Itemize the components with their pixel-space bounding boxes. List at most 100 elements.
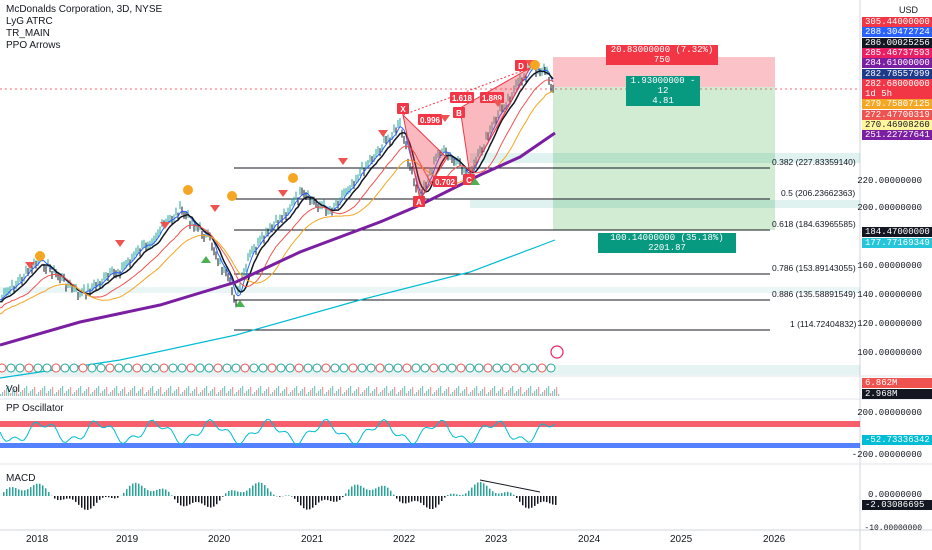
volume-bar (428, 389, 430, 396)
volume-bar (142, 387, 144, 396)
macd-bar (231, 490, 233, 496)
macd-bar (522, 496, 524, 506)
volume-bar (498, 391, 500, 396)
pp-oscillator-title[interactable]: PP Oscillator (6, 403, 64, 414)
earnings-marker (249, 363, 259, 373)
earnings-marker (357, 363, 367, 373)
macd-bar (180, 496, 182, 506)
macd-bar (66, 496, 68, 499)
volume-bar (346, 390, 348, 396)
indicator-ppo-arrows[interactable]: PPO Arrows (6, 40, 61, 51)
macd-bar (243, 491, 245, 496)
volume-bar (178, 387, 180, 396)
volume-bar (520, 387, 522, 396)
volume-bar (484, 387, 486, 396)
macd-bar (534, 496, 536, 506)
time-label-2023: 2023 (485, 534, 508, 545)
volume-bar (14, 389, 16, 396)
volume-bar (326, 392, 328, 396)
stop-loss-label[interactable]: 20.83000000 (7.32%) 750 (606, 45, 718, 65)
pattern-label: 1.889 (482, 94, 503, 103)
macd-bar (417, 496, 419, 502)
volume-bar (380, 392, 382, 396)
price-tag: 1d 5h (862, 89, 932, 100)
volume-bar (410, 389, 412, 396)
volume-bar (48, 391, 50, 396)
macd-bar (498, 493, 500, 496)
macd-bar (459, 494, 461, 496)
volume-bar (316, 393, 318, 396)
volume-bar (452, 392, 454, 396)
macd-bar (408, 496, 410, 503)
entry-label[interactable]: 1.93000000 - 12 4.81 (626, 76, 700, 106)
volume-bar (126, 394, 128, 396)
macd-bar (552, 496, 554, 505)
volume-bar (408, 391, 410, 396)
volume-bar (536, 389, 538, 396)
earnings-marker (96, 363, 106, 373)
volume-bar (480, 391, 482, 396)
macd-bar (123, 492, 125, 496)
sell-arrow (25, 262, 35, 269)
macd-bar (144, 488, 146, 496)
volume-bar (490, 390, 492, 396)
macd-bar (93, 496, 95, 506)
macd-bar (9, 487, 11, 496)
macd-title[interactable]: MACD (6, 473, 36, 484)
macd-bar (381, 485, 383, 496)
volume-bar (8, 386, 10, 396)
macd-bar (501, 493, 503, 496)
ma-black (0, 70, 554, 303)
volume-pane-title[interactable]: Vol (6, 384, 20, 395)
volume-bar (434, 392, 436, 396)
price-axis-label: 200.00000000 (857, 203, 922, 213)
macd-bar (30, 487, 32, 496)
pattern-label: D (518, 62, 524, 71)
price-tag: 270.46908260 (862, 120, 932, 130)
earnings-marker (285, 363, 295, 373)
macd-bar (201, 496, 203, 504)
macd-bar (81, 496, 83, 508)
macd-bar (372, 489, 374, 496)
volume-bar (164, 392, 166, 396)
volume-bar (500, 389, 502, 396)
macd-bar (363, 487, 365, 496)
volume-bar (352, 393, 354, 396)
volume-bar (358, 387, 360, 396)
earnings-marker (402, 363, 412, 373)
macd-bar (96, 496, 98, 503)
earnings-marker (24, 363, 34, 373)
volume-bar (294, 388, 296, 396)
symbol-title[interactable]: McDonalds Corporation, 3D, NYSE (6, 4, 163, 15)
earnings-marker (123, 363, 133, 373)
take-profit-label[interactable]: 100.14000000 (35.18%) 2201.87 (598, 233, 736, 253)
volume-bar (340, 387, 342, 396)
macd-bar (288, 495, 290, 496)
macd-bar (396, 496, 398, 499)
macd-bar (171, 495, 173, 496)
volume-bar (16, 387, 18, 396)
ma-orange (0, 91, 554, 315)
volume-tag-1: 6.862M (862, 378, 932, 388)
volume-bar (386, 386, 388, 396)
macd-bar (33, 485, 35, 496)
volume-bar (10, 393, 12, 396)
signal-dot (35, 251, 45, 261)
macd-bar (219, 496, 221, 501)
volume-bar (50, 389, 52, 396)
earnings-marker (501, 363, 511, 373)
earnings-marker (204, 363, 214, 373)
volume-bar (78, 388, 80, 396)
pp-upper-band (0, 421, 860, 427)
volume-bar (424, 393, 426, 396)
indicator-tr-main[interactable]: TR_MAIN (6, 28, 50, 39)
buy-arrow (201, 256, 211, 263)
volume-bar (160, 387, 162, 396)
currency-label[interactable]: USD (898, 5, 918, 15)
price-tag: 286.00025256 (862, 37, 932, 48)
volume-bar (396, 394, 398, 396)
volume-bar (364, 390, 366, 396)
indicator-lyg-atrc[interactable]: LyG ATRC (6, 16, 53, 27)
